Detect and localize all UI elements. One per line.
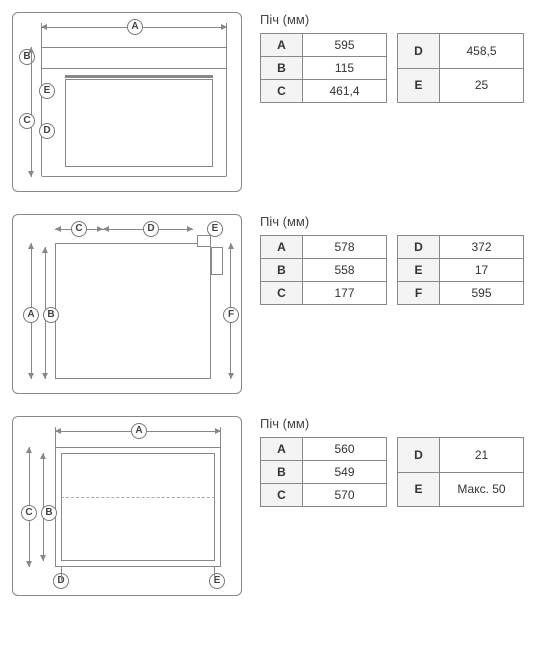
- marker-b: B: [41, 505, 57, 521]
- table-front-left: A595 B115 C461,4: [260, 33, 387, 103]
- caption: Піч (мм): [260, 416, 524, 431]
- cell-key: A: [261, 34, 303, 57]
- cell-val: 595: [303, 34, 387, 57]
- table-front-right: D458,5 E25: [397, 33, 524, 103]
- dashed-line: [61, 497, 215, 498]
- section-cutout: A C B D E Піч (мм) A560 B549 C570 D21 EМ…: [12, 416, 524, 596]
- marker-d: D: [143, 221, 159, 237]
- section-side: C D E A B F Піч (мм) A578 B558 C177: [12, 214, 524, 394]
- tables-front: Піч (мм) A595 B115 C461,4 D458,5 E25: [260, 12, 524, 103]
- marker-e: E: [209, 573, 225, 589]
- marker-f: F: [223, 307, 239, 323]
- rear-box: [211, 247, 223, 275]
- marker-c: C: [19, 113, 35, 129]
- tables-cutout: Піч (мм) A560 B549 C570 D21 EМакс. 50: [260, 416, 524, 507]
- cabinet-inner: [61, 453, 215, 561]
- table-cutout-left: A560 B549 C570: [260, 437, 387, 507]
- control-panel: [41, 47, 227, 69]
- marker-a: A: [23, 307, 39, 323]
- oven-handle: [65, 75, 213, 78]
- diagram-side: C D E A B F: [12, 214, 242, 394]
- marker-b: B: [43, 307, 59, 323]
- diagram-cutout: A C B D E: [12, 416, 242, 596]
- section-front: A B C D E Піч (мм) A595 B115 C461,4 D458…: [12, 12, 524, 192]
- dim-line-left: [31, 47, 32, 177]
- table-cutout-right: D21 EМакс. 50: [397, 437, 524, 507]
- vent-tab: [197, 235, 211, 247]
- tables-side: Піч (мм) A578 B558 C177 D372 E17 F595: [260, 214, 524, 305]
- marker-d: D: [39, 123, 55, 139]
- diagram-front: A B C D E: [12, 12, 242, 192]
- caption: Піч (мм): [260, 214, 524, 229]
- marker-e: E: [207, 221, 223, 237]
- marker-c: C: [71, 221, 87, 237]
- marker-c: C: [21, 505, 37, 521]
- marker-a: A: [131, 423, 147, 439]
- table-side-left: A578 B558 C177: [260, 235, 387, 305]
- oven-door: [65, 79, 213, 167]
- marker-a: A: [127, 19, 143, 35]
- oven-side-body: [55, 243, 211, 379]
- caption: Піч (мм): [260, 12, 524, 27]
- table-side-right: D372 E17 F595: [397, 235, 524, 305]
- marker-e: E: [39, 83, 55, 99]
